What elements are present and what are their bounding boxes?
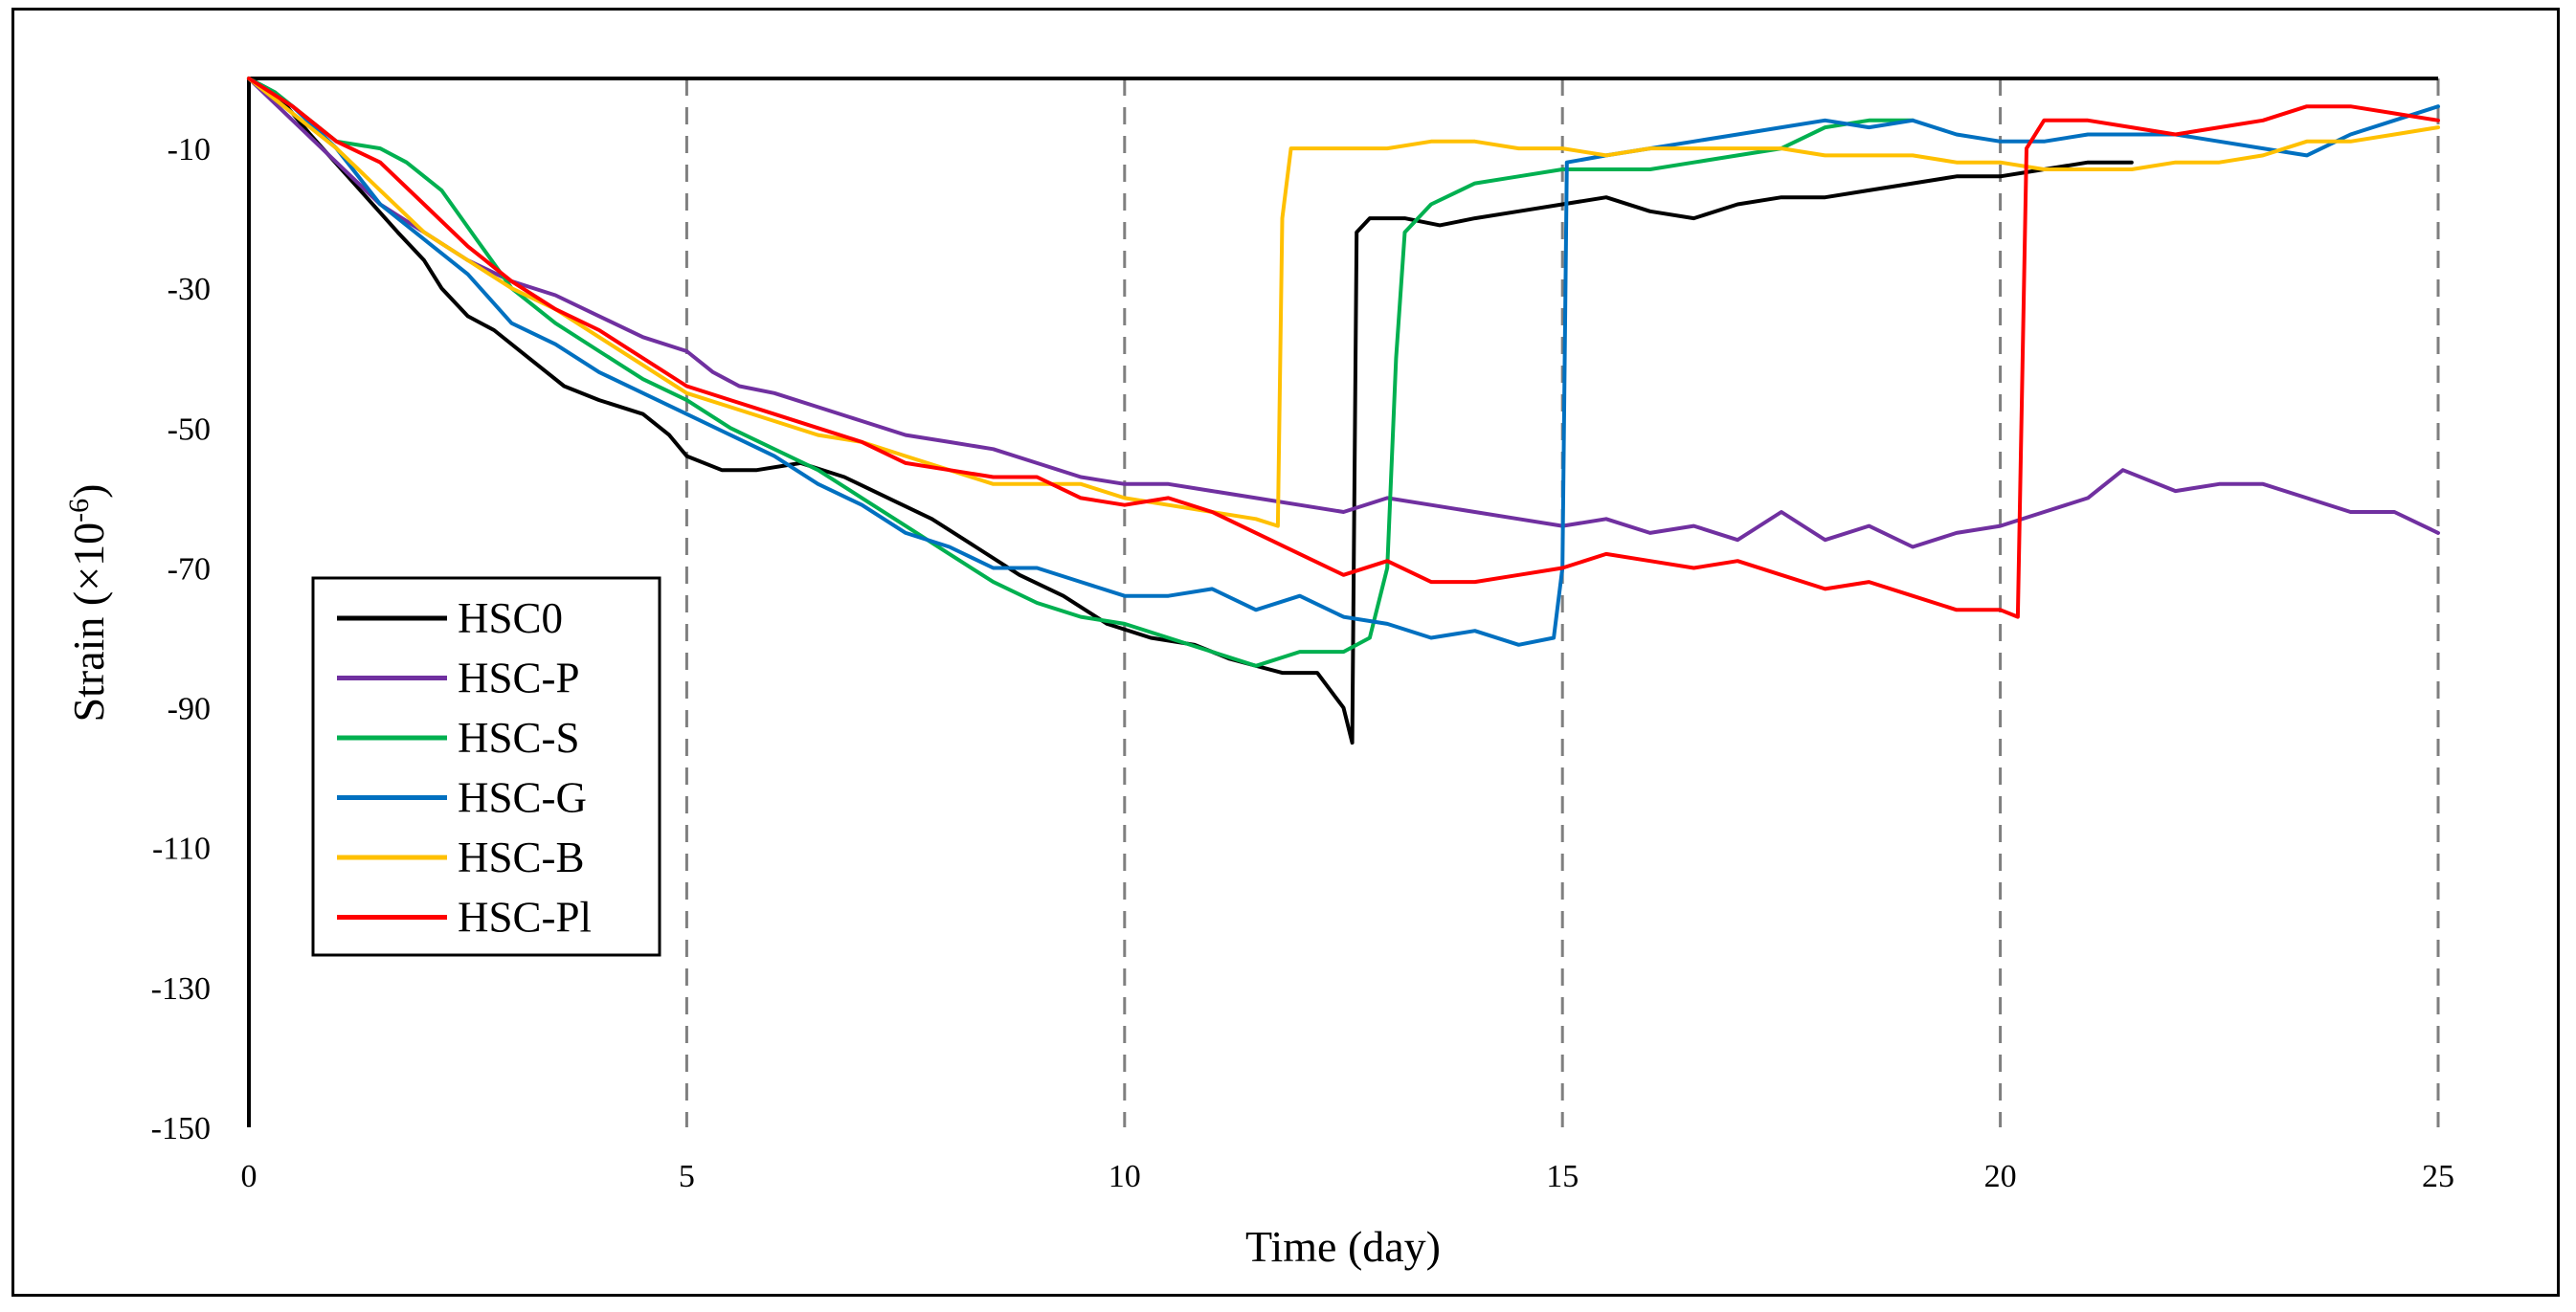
y-tick-labels: -10 -30 -50 -70 -90 -110 -130 -150 (151, 132, 211, 1146)
vertical-gridlines (684, 78, 2440, 1127)
y-axis-title-main: Strain (×10 (64, 523, 113, 723)
data-series (247, 77, 2440, 745)
series-line-hsc-s (247, 77, 1915, 668)
x-tick-label: 10 (1109, 1159, 1141, 1194)
x-axis-title: Time (day) (1245, 1222, 1441, 1271)
axes (247, 77, 2438, 1127)
y-tick-label: -130 (151, 971, 211, 1007)
x-tick-label: 5 (679, 1159, 695, 1194)
legend-label-hsc0: HSC0 (458, 594, 563, 642)
y-axis-title-superscript: -6 (63, 499, 95, 523)
legend: HSC0 HSC-P HSC-S HSC-G HSC-B HSC-Pl (311, 576, 661, 957)
x-tick-label: 20 (1984, 1159, 2017, 1194)
y-tick-label: -10 (168, 132, 211, 167)
y-tick-label: -50 (168, 411, 211, 447)
x-tick-label: 25 (2422, 1159, 2454, 1194)
series-line-hsc-p (247, 77, 2440, 549)
legend-label-hsc-g: HSC-G (458, 774, 587, 822)
legend-label-hsc-pl: HSC-Pl (458, 894, 592, 942)
y-axis-title: Strain (×10-6) (63, 484, 113, 723)
y-tick-label: -110 (152, 832, 211, 867)
series-line-hsc-b (247, 77, 2440, 528)
series-line-hsc0 (247, 77, 2134, 745)
legend-label-hsc-p: HSC-P (458, 655, 580, 702)
y-axis-title-close: ) (64, 484, 113, 499)
x-tick-label: 0 (241, 1159, 258, 1194)
x-tick-labels: 0 5 10 15 20 25 (241, 1159, 2455, 1194)
x-tick-label: 15 (1546, 1159, 1579, 1194)
y-tick-label: -70 (168, 551, 211, 587)
series-line-hsc-g (247, 77, 2440, 647)
y-tick-label: -90 (168, 692, 211, 727)
figure-frame (11, 8, 2560, 1297)
y-tick-label: -30 (168, 272, 211, 307)
legend-label-hsc-s: HSC-S (458, 714, 580, 762)
legend-label-hsc-b: HSC-B (458, 834, 585, 881)
legend-box (311, 576, 661, 957)
y-tick-label: -150 (151, 1111, 211, 1146)
series-line-hsc-pl (247, 77, 2440, 619)
